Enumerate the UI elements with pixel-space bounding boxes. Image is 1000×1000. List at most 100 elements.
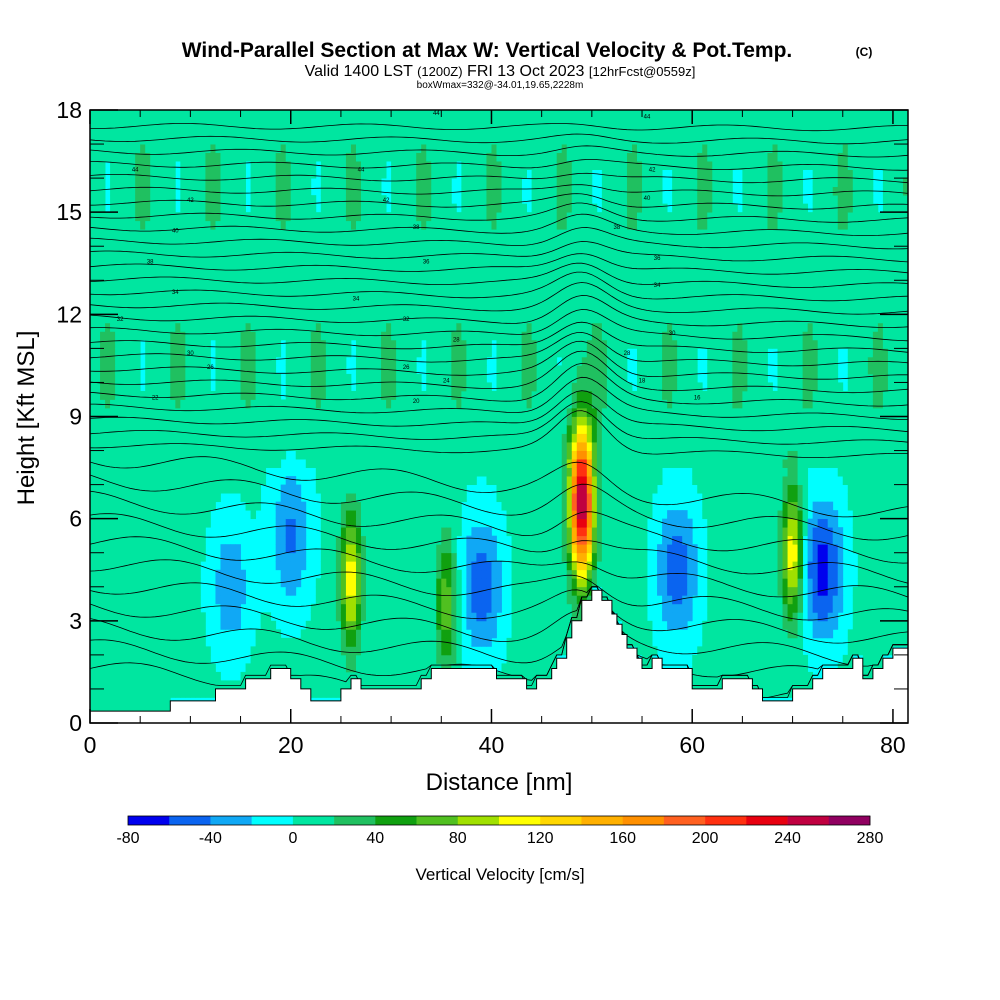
field-cell	[175, 663, 181, 673]
field-cell	[350, 237, 357, 247]
field-cell	[125, 433, 131, 443]
field-cell	[371, 612, 377, 622]
field-cell	[130, 586, 136, 596]
field-cell	[426, 161, 432, 170]
field-cell	[275, 407, 282, 417]
field-cell	[330, 246, 337, 256]
field-cell	[476, 356, 482, 366]
field-cell	[416, 544, 422, 554]
field-cell	[451, 663, 457, 673]
field-cell	[431, 314, 437, 324]
field-cell	[285, 484, 292, 494]
field-cell	[300, 246, 307, 256]
field-cell	[240, 586, 246, 596]
field-cell	[340, 382, 347, 392]
field-cell	[325, 339, 332, 349]
field-cell	[476, 144, 482, 153]
field-cell	[265, 373, 272, 383]
field-cell	[325, 356, 332, 366]
field-cell	[90, 671, 96, 681]
field-cell	[366, 501, 372, 511]
field-cell	[175, 654, 181, 664]
field-cell	[350, 561, 357, 571]
field-cell	[376, 382, 382, 392]
field-cell	[456, 399, 462, 409]
field-cell	[155, 229, 161, 239]
field-cell	[345, 373, 352, 383]
field-cell	[386, 433, 392, 443]
field-cell	[265, 161, 272, 170]
field-cell	[396, 237, 402, 247]
field-cell	[185, 110, 191, 119]
field-cell	[195, 229, 201, 239]
field-cell	[486, 305, 492, 315]
field-cell	[275, 433, 282, 443]
field-cell	[250, 314, 257, 324]
field-cell	[335, 356, 342, 366]
field-cell	[195, 680, 201, 690]
field-cell	[285, 382, 292, 392]
field-cell	[195, 373, 201, 383]
field-cell	[195, 178, 201, 188]
field-cell	[105, 118, 111, 128]
field-cell	[125, 322, 131, 332]
field-cell	[396, 425, 402, 434]
field-cell	[431, 603, 437, 613]
field-cell	[210, 220, 216, 230]
field-cell	[100, 663, 106, 673]
field-cell	[416, 152, 422, 162]
field-cell	[446, 399, 452, 409]
field-cell	[135, 688, 141, 698]
field-cell	[300, 518, 307, 528]
field-cell	[190, 637, 196, 647]
field-cell	[396, 663, 402, 673]
field-cell	[130, 356, 136, 366]
field-cell	[100, 178, 106, 188]
field-cell	[135, 501, 141, 511]
field-cell	[245, 399, 251, 409]
field-cell	[195, 510, 201, 520]
field-cell	[280, 407, 287, 417]
field-cell	[95, 407, 101, 417]
field-cell	[105, 629, 111, 639]
field-cell	[391, 561, 397, 571]
field-cell	[265, 356, 272, 366]
field-cell	[295, 552, 302, 562]
field-cell	[360, 425, 367, 434]
field-cell	[310, 161, 317, 170]
field-cell	[411, 365, 417, 375]
field-cell	[175, 629, 181, 639]
field-cell	[381, 595, 387, 605]
field-cell	[200, 373, 206, 383]
field-cell	[486, 459, 492, 468]
field-cell	[140, 646, 146, 656]
field-cell	[230, 280, 236, 290]
field-cell	[330, 450, 337, 460]
field-cell	[325, 569, 332, 579]
field-cell	[300, 510, 307, 520]
field-cell	[175, 476, 181, 486]
field-cell	[100, 203, 106, 213]
field-cell	[100, 510, 106, 520]
field-cell	[421, 178, 427, 188]
field-cell	[100, 425, 106, 434]
field-cell	[235, 348, 241, 358]
field-cell	[160, 569, 166, 579]
field-cell	[426, 527, 432, 537]
field-cell	[441, 450, 447, 460]
field-cell	[481, 527, 487, 537]
field-cell	[391, 254, 397, 264]
field-cell	[366, 484, 372, 494]
field-cell	[190, 552, 196, 562]
field-cell	[115, 663, 121, 673]
field-cell	[416, 680, 422, 690]
field-cell	[335, 322, 342, 332]
field-cell	[366, 365, 372, 375]
field-cell	[396, 603, 402, 613]
field-cell	[155, 263, 161, 273]
field-cell	[401, 620, 407, 630]
field-cell	[160, 586, 166, 596]
field-cell	[330, 493, 337, 503]
field-cell	[160, 688, 166, 698]
field-cell	[195, 288, 201, 298]
